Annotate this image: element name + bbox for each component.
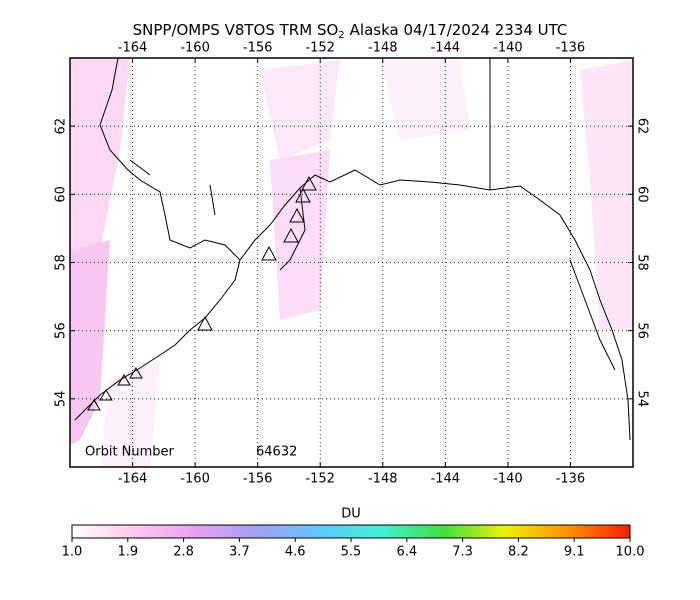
orbit-label: Orbit Number xyxy=(85,445,175,460)
coastline xyxy=(74,58,631,441)
title: SNPP/OMPS V8TOS TRM SO2 Alaska 04/17/2024… xyxy=(133,21,568,42)
colorbar-tick-label: 6.4 xyxy=(396,545,417,560)
lon-tick-label: -164 xyxy=(118,472,148,487)
lon-tick-label: -144 xyxy=(431,41,461,56)
colorbar-tick-label: 10.0 xyxy=(616,545,645,560)
lon-tick-label: -140 xyxy=(493,41,523,56)
so2-patch xyxy=(580,60,633,330)
colorbar-tick-label: 8.2 xyxy=(508,545,529,560)
so2-patch xyxy=(380,60,470,140)
colorbar-tick-label: 9.1 xyxy=(564,545,585,560)
lat-tick-label: 58 xyxy=(635,254,650,271)
colorbar-tick-label: 1.9 xyxy=(117,545,138,560)
volcano-markers xyxy=(87,175,317,411)
so2-patch xyxy=(270,150,330,320)
colorbar-tick-label: 3.7 xyxy=(229,545,250,560)
colorbar xyxy=(71,524,631,539)
lon-tick-label: -160 xyxy=(180,472,210,487)
lon-tick-label: -156 xyxy=(243,472,273,487)
title-subscript: 2 xyxy=(338,30,344,41)
lat-tick-label: 56 xyxy=(635,322,650,339)
lat-tick-label: 62 xyxy=(54,118,69,135)
title-prefix: SNPP/OMPS V8TOS TRM SO xyxy=(133,21,339,39)
colorbar-tick-label: 7.3 xyxy=(452,545,473,560)
lon-tick-label: -148 xyxy=(368,41,398,56)
lon-tick-label: -136 xyxy=(556,472,586,487)
colorbar-tick-label: 2.8 xyxy=(173,545,194,560)
colorbar-tick-label: 4.6 xyxy=(285,545,306,560)
lat-tick-label: 60 xyxy=(54,186,69,203)
lat-tick-label: 60 xyxy=(635,186,650,203)
colorbar-label: DU xyxy=(341,507,361,522)
lat-tick-label: 54 xyxy=(54,391,69,408)
lon-tick-label: -136 xyxy=(556,41,586,56)
lon-tick-label: -144 xyxy=(431,472,461,487)
lat-tick-label: 58 xyxy=(54,254,69,271)
so2-patch xyxy=(100,360,160,467)
lon-tick-label: -152 xyxy=(305,472,335,487)
lon-tick-label: -156 xyxy=(243,41,273,56)
lat-tick-label: 62 xyxy=(635,118,650,135)
orbit-number: 64632 xyxy=(256,445,297,460)
lon-tick-label: -160 xyxy=(180,41,210,56)
lon-tick-label: -164 xyxy=(118,41,148,56)
title-suffix: Alaska 04/17/2024 2334 UTC xyxy=(350,21,568,39)
lon-tick-label: -140 xyxy=(493,472,523,487)
lon-tick-label: -152 xyxy=(305,41,335,56)
colorbar-tick-label: 5.5 xyxy=(341,545,362,560)
lon-tick-label: -148 xyxy=(368,472,398,487)
lat-tick-label: 56 xyxy=(54,322,69,339)
colorbar-tick-label: 1.0 xyxy=(62,545,83,560)
lat-tick-label: 54 xyxy=(635,391,650,408)
so2-patch xyxy=(70,240,110,445)
so2-patch xyxy=(260,60,340,160)
